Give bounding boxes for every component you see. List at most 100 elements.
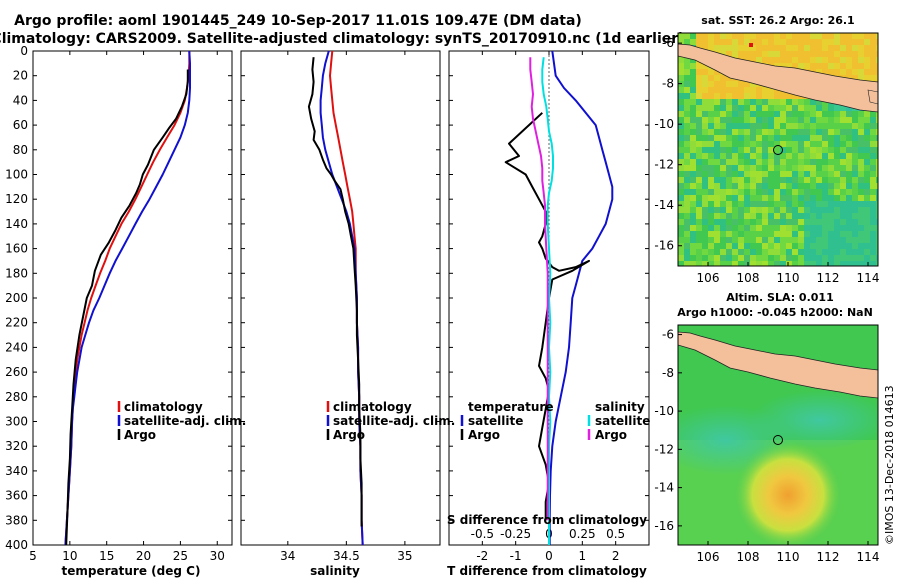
- depth-axis: 0 20 40 60 80 100 120 140 160 180 200 220 240 260 280 3…: [5, 44, 649, 552]
- lon-tick-label: 112: [817, 550, 840, 564]
- sst-hotspot: [749, 43, 753, 47]
- legend-title-temperature: temperature: [468, 400, 553, 414]
- series-t-satellite: [548, 51, 614, 545]
- x-tick-label: 30: [210, 549, 225, 563]
- sla-map-title: Altim. SLA: 0.011: [726, 291, 833, 304]
- x-tick-label: 35: [397, 549, 412, 563]
- x-tick-label: 1: [579, 549, 587, 563]
- sst-map-lon-axis: 106 108 110 112 114: [697, 262, 880, 285]
- depth-tick-label: 240: [5, 340, 28, 354]
- depth-tick-label: 20: [13, 69, 28, 83]
- depth-tick-label: 360: [5, 489, 28, 503]
- lat-tick-label: -8: [662, 77, 674, 91]
- x-tick-label: 15: [99, 549, 114, 563]
- x-tick-label: 0: [545, 549, 553, 563]
- x-tick-label: 25: [173, 549, 188, 563]
- lon-tick-label: 112: [817, 271, 840, 285]
- series-argo: [65, 69, 189, 545]
- sla-map-subtitle: Argo h1000: -0.045 h2000: NaN: [677, 306, 873, 319]
- lon-tick-label: 110: [777, 550, 800, 564]
- x-tick-label: 20: [136, 549, 151, 563]
- sst-map-lat-axis: -6 -8 -10 -12 -14 -16: [654, 36, 682, 253]
- lat-tick-label: -14: [654, 481, 674, 495]
- salinity-xlabel: salinity: [310, 564, 360, 578]
- x-tick-label: -1: [510, 549, 522, 563]
- depth-tick-label: 40: [13, 93, 28, 107]
- depth-tick-label: 0: [20, 44, 28, 58]
- depth-tick-label: 120: [5, 192, 28, 206]
- imos-watermark: ©IMOS 13-Dec-2018 014613: [883, 385, 896, 545]
- legend-label-argo: Argo: [124, 428, 156, 442]
- s-tick-label: 0.5: [606, 527, 625, 541]
- legend-label-satellite: satellite-adj. clim.: [333, 414, 455, 428]
- java-island: [678, 43, 878, 113]
- lon-tick-label: 106: [697, 550, 720, 564]
- depth-tick-label: 140: [5, 217, 28, 231]
- sla-map-lat-axis: -6 -8 -10 -12 -14 -16: [654, 328, 682, 533]
- depth-tick-label: 280: [5, 390, 28, 404]
- lon-tick-label: 108: [737, 550, 760, 564]
- series-s-satellite: [541, 57, 554, 545]
- legend-label-satellite: satellite-adj. clim.: [124, 414, 246, 428]
- x-tick-label: 5: [29, 549, 37, 563]
- salinity-series: [307, 51, 364, 545]
- java-island: [678, 331, 878, 399]
- salinity-x-axis: 34 34.5 35: [280, 51, 413, 563]
- argo-location-marker: [773, 145, 783, 155]
- depth-tick-label: 80: [13, 143, 28, 157]
- series-s-argo: [529, 57, 549, 521]
- argo-location-marker: [773, 435, 783, 445]
- depth-tick-label: 400: [5, 538, 28, 552]
- legend-label-s-argo: Argo: [595, 428, 627, 442]
- temperature-x-axis: 5 10 15 20 25 30: [29, 51, 225, 563]
- sst-map-title: sat. SST: 26.2 Argo: 26.1: [701, 14, 854, 27]
- lon-tick-label: 114: [857, 271, 880, 285]
- sla-map-frame: [677, 324, 879, 546]
- depth-tick-label: 60: [13, 118, 28, 132]
- temperature-xlabel: temperature (deg C): [62, 564, 201, 578]
- legend-label-t-satellite: satellite: [468, 414, 523, 428]
- depth-tick-label: 380: [5, 513, 28, 527]
- depth-tick-label: 200: [5, 291, 28, 305]
- lon-tick-label: 114: [857, 550, 880, 564]
- legend-title-salinity: salinity: [595, 400, 645, 414]
- depth-tick-label: 300: [5, 415, 28, 429]
- legend-label-climatology: climatology: [124, 400, 203, 414]
- lon-tick-label: 106: [697, 271, 720, 285]
- sst-map-frame: [677, 32, 879, 267]
- difference-legend: temperature satellite Argo salinity sate…: [460, 400, 650, 442]
- x-tick-label: 34: [280, 549, 295, 563]
- lat-tick-label: -6: [662, 36, 674, 50]
- x-tick-label: 2: [612, 549, 620, 563]
- lon-tick-label: 108: [737, 271, 760, 285]
- difference-series: [504, 51, 614, 545]
- t-difference-x-axis: -2 -1 0 1 2: [476, 51, 619, 563]
- lat-tick-label: -10: [654, 404, 674, 418]
- lat-tick-label: -6: [662, 328, 674, 342]
- legend-label-s-satellite: satellite: [595, 414, 650, 428]
- salinity-panel-frame: [240, 50, 441, 546]
- figure-title-line2: Climatology: CARS2009. Satellite-adjuste…: [0, 31, 685, 47]
- lat-tick-label: -16: [654, 519, 674, 533]
- depth-tick-label: 320: [5, 439, 28, 453]
- temperature-panel-frame: [32, 50, 233, 546]
- temperature-legend: climatology satellite-adj. clim. Argo: [117, 400, 246, 442]
- s-tick-label: -0.25: [500, 527, 531, 541]
- legend-label-t-argo: Argo: [468, 428, 500, 442]
- depth-tick-label: 160: [5, 242, 28, 256]
- t-difference-xlabel: T difference from climatology: [447, 564, 647, 578]
- series-t-argo: [504, 112, 590, 521]
- s-tick-label: -0.5: [471, 527, 494, 541]
- s-tick-label: 0.25: [569, 527, 596, 541]
- depth-tick-label: 220: [5, 316, 28, 330]
- depth-tick-label: 260: [5, 365, 28, 379]
- sla-map-lon-axis: 106 108 110 112 114: [697, 541, 880, 564]
- depth-tick-label: 340: [5, 464, 28, 478]
- legend-label-argo: Argo: [333, 428, 365, 442]
- depth-tick-label: 180: [5, 266, 28, 280]
- lat-tick-label: -16: [654, 239, 674, 253]
- lat-tick-label: -8: [662, 366, 674, 380]
- x-tick-label: 10: [62, 549, 77, 563]
- x-tick-label: -2: [476, 549, 488, 563]
